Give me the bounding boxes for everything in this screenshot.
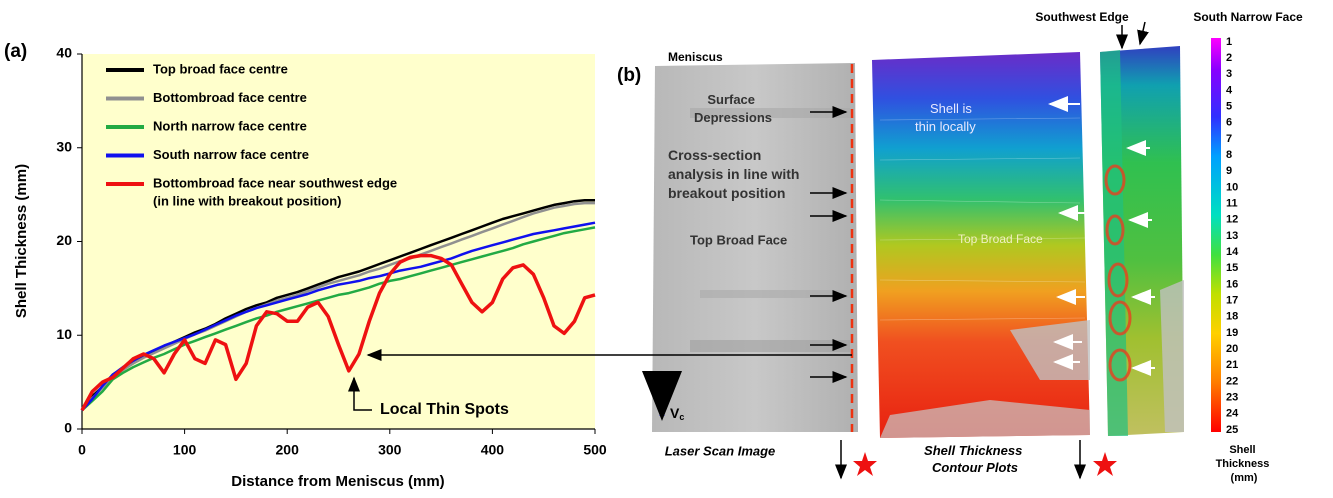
legend-label: North narrow face centre [153,118,307,133]
narrow-face-plot [1100,46,1184,436]
colorbar-tick-label: 4 [1226,84,1233,96]
data-line [81,221,596,412]
label: Top Broad Face [958,232,1043,246]
label: Top Broad Face [690,232,787,247]
colorbar-tick-label: 7 [1226,133,1232,145]
x-tick-label: 500 [583,442,607,458]
label: Surface Depressions [694,92,772,125]
label: Southwest Edge [1035,10,1129,24]
caption-line: Contour Plots [932,460,1018,475]
label-line: thin locally [915,119,976,134]
title-line: Thickness [1216,458,1270,470]
colorbar-tick-label: 12 [1226,214,1238,226]
y-tick-label: 0 [64,420,72,436]
stars [853,452,1117,476]
panel-label: (a) [4,41,27,62]
legend-label: Bottombroad face near southwest edge [153,175,397,190]
colorbar-tick-label: 1 [1226,36,1232,48]
colorbar-tick-label: 22 [1226,375,1238,387]
title-line: (mm) [1231,472,1258,484]
x-axis-label: Distance from Meniscus (mm) [231,473,444,490]
y-tick-label: 30 [56,138,72,154]
label-line: analysis in line with [668,166,799,182]
label-line: Depressions [694,110,772,125]
colorbar-tick-label: 10 [1226,181,1238,193]
colorbar-tick-label: 19 [1226,327,1238,339]
colorbar-title: Shell Thickness (mm) [1216,444,1273,484]
x-tick-label: 200 [276,442,300,458]
x-tick-label: 300 [378,442,402,458]
colorbar-tick-label: 11 [1226,198,1238,210]
colorbar-tick-label: 15 [1226,262,1238,274]
label: V [670,405,680,421]
y-tick-label: 40 [56,45,72,61]
colorbar-tick-label: 14 [1226,246,1239,258]
colorbar-tick-label: 16 [1226,278,1238,290]
colorbar-tick-label: 20 [1226,343,1238,355]
y-tick-label: 10 [56,326,72,342]
label: c [679,412,684,422]
title-line: Shell [1229,444,1255,456]
colorbar-tick-label: 23 [1226,392,1238,404]
caption-line: Shell Thickness [924,443,1022,458]
colorbar-tick-label: 3 [1226,68,1232,80]
plot-background [82,54,595,429]
colorbar-tick-label: 2 [1226,52,1232,64]
caption: Laser Scan Image [665,443,776,458]
white-arrows [1048,96,1155,376]
y-axis-label: Shell Thickness (mm) [13,164,30,318]
panel-label: (b) [617,65,641,86]
legend-label: (in line with breakout position) [153,193,342,208]
colorbar-tick-label: 17 [1226,295,1238,307]
label: Cross-section analysis in line with brea… [668,147,803,201]
colorbar-tick-label: 21 [1226,359,1238,371]
annotation-bracket [348,376,372,411]
x-tick-label: 0 [78,442,86,458]
colorbar-tick-label: 9 [1226,165,1232,177]
label: South Narrow Face [1193,10,1303,24]
colorbar [1211,38,1221,432]
label: Meniscus [668,50,723,64]
label-line: Shell is [930,101,972,116]
label-line: breakout position [668,185,785,201]
annotation: Local Thin Spots [380,401,509,418]
colorbar-tick-label: 8 [1226,149,1232,161]
colorbar-tick-label: 25 [1226,424,1238,436]
x-tick-label: 100 [173,442,197,458]
label: Shell is thin locally [915,101,976,134]
colorbar-tick-label: 18 [1226,311,1238,323]
colorbar-tick-label: 5 [1226,101,1232,113]
y-tick-label: 20 [56,232,72,248]
laser-scan-image [652,63,858,432]
legend-label: South narrow face centre [153,147,309,162]
legend-label: Bottombroad face centre [153,90,307,105]
label-line: Cross-section [668,147,761,163]
label-line: Surface [707,92,755,107]
colorbar-tick-label: 6 [1226,117,1232,129]
x-tick-label: 400 [481,442,505,458]
colorbar-tick-label: 13 [1226,230,1238,242]
caption: Shell Thickness Contour Plots [924,443,1026,475]
data-line [81,226,596,412]
legend-label: Top broad face centre [153,61,288,76]
data-line [81,201,595,412]
colorbar-tick-label: 24 [1226,408,1239,420]
casting-direction: Vc [670,405,684,423]
pointer-arrows [810,21,1149,480]
data-line [80,253,596,412]
